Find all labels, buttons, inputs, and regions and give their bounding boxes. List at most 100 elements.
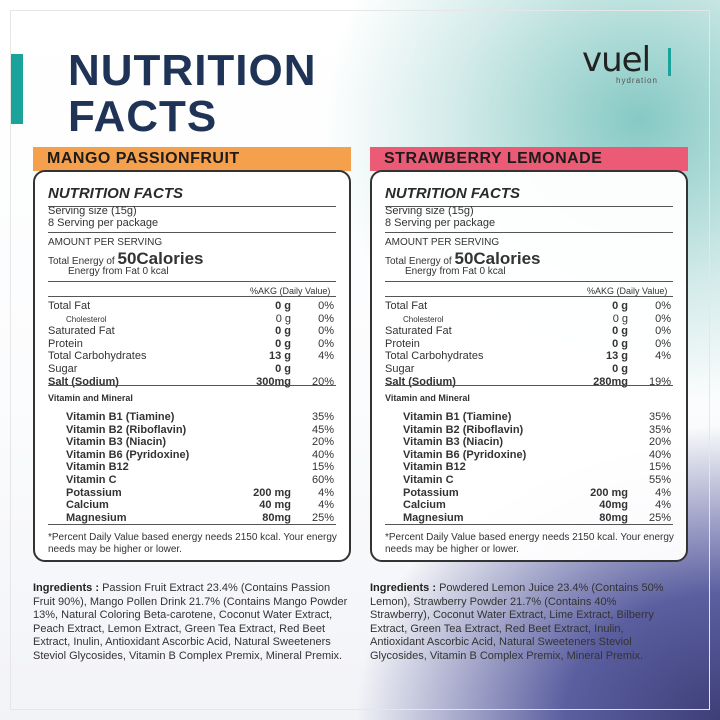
vitamin-percent: 40% [311,448,334,461]
nutrient-row: Salt (Sodium) 280mg 19% [385,376,673,389]
vitamin-row: Calcium 40mg 4% [385,499,673,512]
vitamin-percent: 25% [311,511,334,524]
title-line-1: NUTRITION [68,46,317,95]
nutrient-name: Salt (Sodium) [385,375,456,388]
vitamin-name: Vitamin B12 [66,461,129,474]
nutrient-percent: 20% [311,375,334,388]
ingredients-strawberry: Ingredients : Powdered Lemon Juice 23.4%… [370,582,670,663]
nutrient-amount: 300mg [256,375,291,388]
nutrient-row: Cholesterol 0 g 0% [48,313,336,326]
nutrient-amount: 0 g [275,312,291,325]
nutrient-amount: 0 g [612,312,628,325]
vitamin-percent: 20% [648,436,671,449]
nutrient-percent: 0% [318,325,334,338]
vitamin-percent: 40% [648,448,671,461]
divider [385,281,673,282]
energy-value: 50Calories [117,249,204,268]
vitamin-row: Vitamin B2 (Riboflavin) 35% [385,424,673,437]
nutrient-name: Salt (Sodium) [48,375,119,388]
vitamin-percent: 45% [311,423,334,436]
nutrient-row: Total Carbohydrates 13 g 4% [385,350,673,363]
vitamin-row: Vitamin B6 (Pyridoxine) 40% [385,449,673,462]
divider [48,296,336,297]
vitamin-row: Vitamin B6 (Pyridoxine) 40% [48,449,336,462]
nutrient-name: Sugar [48,363,78,375]
nutrient-name: Cholesterol [66,314,107,324]
nutrient-name: Total Fat [385,300,428,312]
nutrient-percent: 0% [655,337,671,350]
amount-per-serving: AMOUNT PER SERVING [48,237,163,248]
vitamin-name: Vitamin C [403,474,454,486]
divider [48,232,336,233]
vitamin-row: Vitamin C 60% [48,474,336,487]
nutrient-amount: 0 g [612,363,628,375]
daily-value-header: %AKG (Daily Value) [250,286,331,296]
vitamin-percent: 4% [655,499,671,512]
nutrient-percent: 0% [318,300,334,312]
energy-from-fat: Energy from Fat 0 kcal [405,266,506,277]
daily-value-footnote: *Percent Daily Value based energy needs … [385,532,674,555]
vitamin-amount: 200 mg [590,486,628,499]
vitamin-percent: 60% [311,474,334,486]
nutrient-row: Cholesterol 0 g 0% [385,313,673,326]
vitamin-row: Magnesium 80mg 25% [385,512,673,525]
vitamin-amount: 40mg [599,499,628,512]
nutrient-row: Total Carbohydrates 13 g 4% [48,350,336,363]
energy-value: 50Calories [454,249,541,268]
divider [385,232,673,233]
vitamin-row: Magnesium 80mg 25% [48,512,336,525]
vitamin-name: Vitamin B2 (Riboflavin) [403,423,524,436]
divider [385,385,673,386]
divider [385,296,673,297]
nutrient-row: Saturated Fat 0 g 0% [385,325,673,338]
vitamin-name: Magnesium [403,511,464,524]
vitamin-section-title: Vitamin and Mineral [48,393,133,403]
vitamin-row: Vitamin B2 (Riboflavin) 45% [48,424,336,437]
vitamin-amount: 80mg [599,511,628,524]
nutrient-amount: 0 g [275,337,291,350]
nutrient-amount: 0 g [275,325,291,338]
daily-value-footnote: *Percent Daily Value based energy needs … [48,532,337,555]
ingredients-label: Ingredients : [370,582,437,594]
nutrient-row: Salt (Sodium) 300mg 20% [48,376,336,389]
divider [385,206,673,207]
vitamin-name: Vitamin B6 (Pyridoxine) [66,448,190,461]
nutrient-name: Total Carbohydrates [385,350,484,363]
vitamin-percent: 35% [648,423,671,436]
nutrient-amount: 13 g [268,350,291,363]
vitamin-name: Vitamin B3 (Niacin) [403,436,504,449]
nutrient-amount: 0 g [275,363,291,375]
nutrient-percent: 0% [318,337,334,350]
nutrient-amount: 0 g [612,337,628,350]
divider [385,524,673,525]
vitamin-percent: 15% [311,461,334,474]
divider [48,281,336,282]
nutrient-row: Total Fat 0 g 0% [385,300,673,313]
nutrient-row: Protein 0 g 0% [385,338,673,351]
vitamin-name: Potassium [403,486,459,499]
vitamin-row: Vitamin B1 (Tiamine) 35% [48,411,336,424]
nutrient-name: Total Carbohydrates [48,350,147,363]
page-title: NUTRITION FACTS [68,48,317,140]
energy-from-fat: Energy from Fat 0 kcal [68,266,169,277]
nutrition-card-strawberry: NUTRITION FACTS Serving size (15g) 8 Ser… [370,170,688,562]
amount-per-serving: AMOUNT PER SERVING [385,237,500,248]
vitamin-section-title: Vitamin and Mineral [385,393,470,403]
label-title: NUTRITION FACTS [385,185,520,202]
vitamin-amount: 200 mg [253,486,291,499]
nutrient-percent: 0% [655,312,671,325]
serving-size: Serving size (15g) [48,205,137,217]
nutrition-card-mango: NUTRITION FACTS Serving size (15g) 8 Ser… [33,170,351,562]
vitamin-percent: 4% [318,499,334,512]
nutrient-percent: 0% [318,312,334,325]
vitamin-row: Vitamin C 55% [385,474,673,487]
nutrient-name: Saturated Fat [385,325,452,338]
vitamin-row: Calcium 40 mg 4% [48,499,336,512]
ingredients-mango: Ingredients : Passion Fruit Extract 23.4… [33,582,351,663]
servings-per-package: 8 Serving per package [385,217,496,229]
vitamin-row: Vitamin B12 15% [385,461,673,474]
vitamin-row: Vitamin B12 15% [48,461,336,474]
vitamin-name: Vitamin B2 (Riboflavin) [66,423,187,436]
energy-line: Total Energy of 50Calories [385,249,541,269]
energy-prefix: Total Energy of [48,256,115,267]
